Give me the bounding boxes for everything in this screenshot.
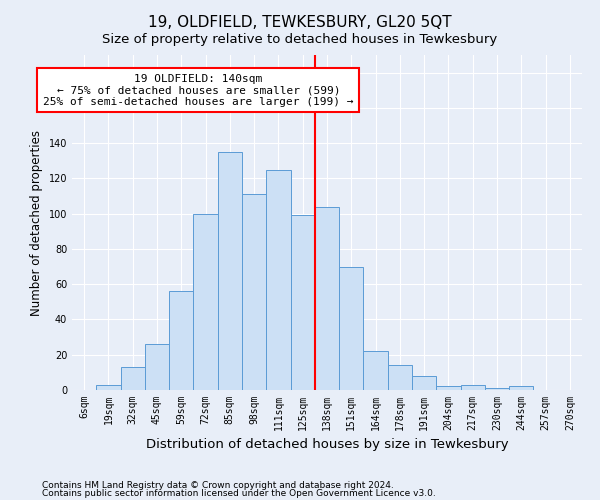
Bar: [96, 384, 121, 390]
Text: Contains public sector information licensed under the Open Government Licence v3: Contains public sector information licen…: [42, 489, 436, 498]
Y-axis label: Number of detached properties: Number of detached properties: [30, 130, 43, 316]
Bar: [242, 194, 266, 390]
Bar: [388, 366, 412, 390]
Bar: [121, 367, 145, 390]
Text: Size of property relative to detached houses in Tewkesbury: Size of property relative to detached ho…: [103, 32, 497, 46]
Bar: [461, 384, 485, 390]
Bar: [412, 376, 436, 390]
Bar: [145, 344, 169, 390]
Bar: [169, 292, 193, 390]
Text: Contains HM Land Registry data © Crown copyright and database right 2024.: Contains HM Land Registry data © Crown c…: [42, 480, 394, 490]
Bar: [290, 216, 315, 390]
Bar: [218, 152, 242, 390]
Bar: [436, 386, 461, 390]
Bar: [266, 170, 290, 390]
Bar: [339, 266, 364, 390]
Bar: [193, 214, 218, 390]
X-axis label: Distribution of detached houses by size in Tewkesbury: Distribution of detached houses by size …: [146, 438, 508, 452]
Text: 19 OLDFIELD: 140sqm
← 75% of detached houses are smaller (599)
25% of semi-detac: 19 OLDFIELD: 140sqm ← 75% of detached ho…: [43, 74, 353, 107]
Text: 19, OLDFIELD, TEWKESBURY, GL20 5QT: 19, OLDFIELD, TEWKESBURY, GL20 5QT: [148, 15, 452, 30]
Bar: [315, 206, 339, 390]
Bar: [364, 351, 388, 390]
Bar: [485, 388, 509, 390]
Bar: [509, 386, 533, 390]
